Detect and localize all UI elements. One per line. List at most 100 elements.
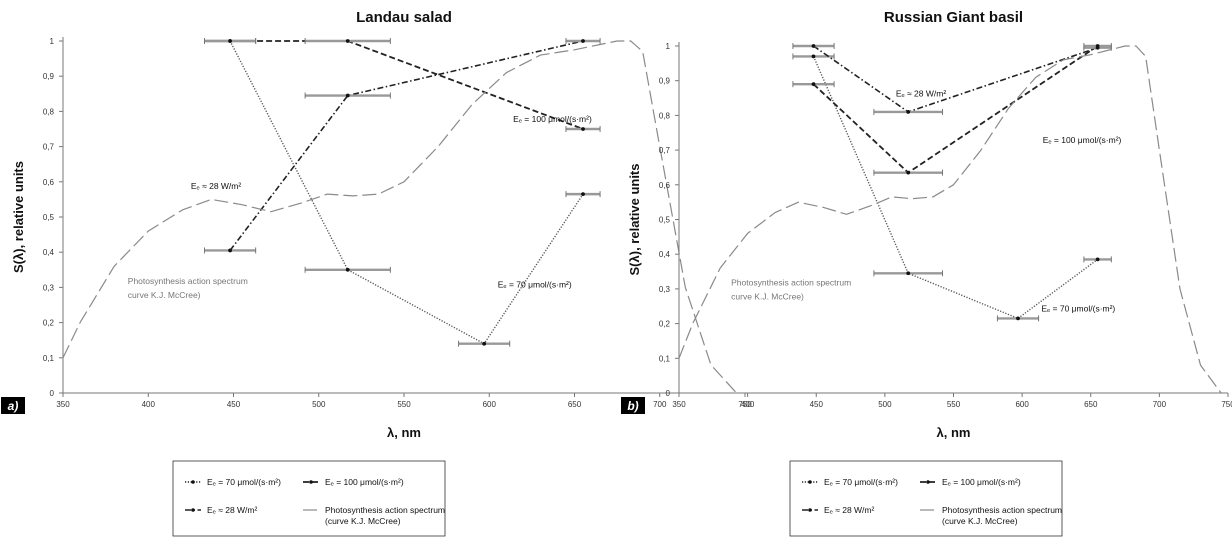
x-tick-label: 350 [56,400,70,409]
data-point [811,82,816,87]
y-tick-label: 0,9 [659,77,671,86]
legend-marker [808,508,812,512]
y-axis-label: S(λ), relative units [627,164,642,276]
x-tick-label: 600 [483,400,497,409]
legend-item: Eₑ = 100 μmol/(s·m²) [920,477,1021,487]
y-tick-label: 0,1 [659,354,671,363]
legend-label: Eₑ = 70 μmol/(s·m²) [824,477,898,487]
y-tick-label: 0,6 [43,178,55,187]
data-point [581,192,585,197]
panel-b-chart: Russian Giant basil 350 400 450 500 550 600 650… [621,9,1232,440]
legend-label: Eₑ ≈ 28 W/m² [207,505,257,515]
series-dashdot [204,38,601,254]
y-tick-label: 0 [666,389,671,398]
data-point [581,39,585,43]
data-point [811,54,816,59]
annotation-label: curve K.J. McCree) [128,290,201,300]
x-tick-label: 450 [810,400,824,409]
x-axis-label: λ, nm [937,425,971,440]
series-dashed [792,43,1112,176]
y-tick-label: 0 [50,389,55,398]
data-point [906,170,911,175]
panel-a-legend: Eₑ = 70 μmol/(s·m²) Eₑ = 100 μmol/(s·m²) E… [172,460,446,537]
legend-marker [191,480,195,484]
legend-marker [191,508,195,512]
y-tick-label: 0,2 [43,319,55,328]
legend-label: Eₑ = 100 μmol/(s·m²) [325,477,404,487]
series-dotted [204,38,601,347]
legend-marker [808,480,812,484]
series-longdash [678,45,1222,394]
series-dotted [792,53,1112,322]
panel-tag-label: b) [627,399,638,413]
data-point [345,93,350,98]
annotation-label: Eₑ = 70 μmol/(s·m²) [1041,303,1115,313]
legend-label: Photosynthesis action spectrum [942,505,1062,515]
y-tick-label: 0,7 [43,143,55,152]
y-tick-label: 0,7 [659,146,671,155]
legend-label: Eₑ = 70 μmol/(s·m²) [207,477,281,487]
legend-marker [926,480,930,484]
y-tick-label: 0,9 [43,72,55,81]
x-tick-label: 750 [738,400,752,409]
x-tick-label: 450 [227,400,241,409]
data-point [228,248,232,253]
data-point [228,39,232,43]
data-point [482,341,487,346]
y-tick-label: 0,5 [43,213,55,222]
chart-title: Landau salad [356,9,452,26]
legend-box [789,460,1063,537]
x-tick-label: 500 [312,400,326,409]
data-point [1095,257,1100,262]
x-axis-label: λ, nm [387,425,421,440]
data-point [581,127,585,131]
y-tick-label: 0,3 [43,283,55,292]
legend-item: Photosynthesis action spectrum(curve K.J… [920,505,1062,526]
annotation-label: curve K.J. McCree) [731,291,804,301]
x-tick-label: 650 [568,400,582,409]
series-line [812,56,1099,320]
annotation-label: Eₑ = 100 μmol/(s·m²) [513,114,592,124]
legend-item: Eₑ ≈ 28 W/m² [802,505,874,515]
legend-item: Eₑ = 100 μmol/(s·m²) [303,477,404,487]
data-point [811,44,816,48]
series-dashed [204,38,601,132]
panel-tag-box [621,397,645,414]
data-point [1095,45,1100,50]
x-tick-label: 750 [1221,400,1232,409]
legend-label: Photosynthesis action spectrum [325,505,445,515]
annotation-label: Eₑ = 100 μmol/(s·m²) [1043,135,1122,145]
panel-b-legend: Eₑ = 70 μmol/(s·m²) Eₑ = 100 μmol/(s·m²) E… [789,460,1063,537]
y-tick-label: 0,5 [659,216,671,225]
series-line [813,45,1098,113]
y-tick-label: 0,8 [659,111,671,120]
legend-label: Eₑ ≈ 28 W/m² [824,505,874,515]
annotation-label: Photosynthesis action spectrum [731,277,851,287]
annotation-label: Eₑ ≈ 28 W/m² [896,88,946,98]
x-tick-label: 550 [947,400,961,409]
series-line [229,40,584,251]
legend-label-line2: (curve K.J. McCree) [942,516,1018,526]
legend-item: Eₑ = 70 μmol/(s·m²) [185,477,281,487]
y-tick-label: 0,4 [659,250,671,259]
x-tick-label: 400 [142,400,156,409]
y-tick-label: 0,6 [659,181,671,190]
chart-title: Russian Giant basil [884,9,1023,26]
x-tick-label: 350 [672,400,686,409]
x-tick-label: 400 [741,400,755,409]
panel-a-chart: Landau salad 350 400 450 500 550 600 650 700 750 0… [1,9,752,440]
y-tick-label: 1 [666,42,671,51]
series-line [62,40,737,394]
data-point [345,267,350,272]
y-tick-label: 1 [50,37,55,46]
x-tick-label: 550 [397,400,411,409]
legend-label: Eₑ = 100 μmol/(s·m²) [942,477,1021,487]
panel-tag-box [1,397,25,414]
annotation-label: Eₑ = 70 μmol/(s·m²) [498,279,572,289]
annotation-label: Eₑ ≈ 28 W/m² [191,181,241,191]
data-point [1016,316,1020,321]
x-tick-label: 650 [1084,400,1098,409]
y-tick-label: 0,3 [659,285,671,294]
series-line [229,40,584,345]
